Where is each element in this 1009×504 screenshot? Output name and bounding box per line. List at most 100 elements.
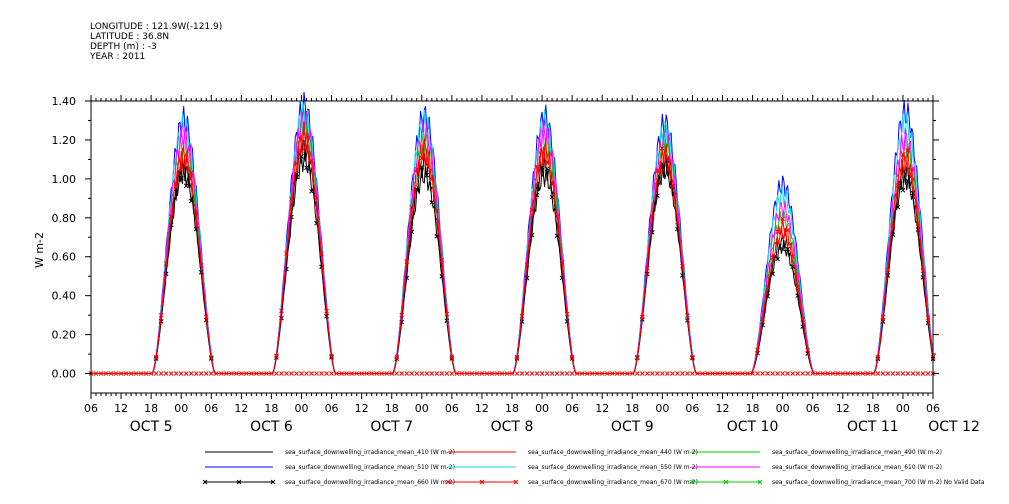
zero-marker: [695, 371, 700, 376]
series-marker-670: [910, 176, 916, 182]
legend-marker: [513, 479, 519, 485]
zero-marker: [399, 371, 405, 376]
zero-marker: [294, 371, 299, 376]
series-marker-660: [304, 165, 309, 171]
series-marker-660: [429, 199, 435, 205]
series-marker-660: [895, 204, 901, 210]
legend-entry: sea_surface_downwelling_irradiance_mean_…: [772, 464, 942, 471]
zero-marker: [133, 371, 139, 376]
zero-marker: [765, 371, 770, 376]
zero-marker: [158, 371, 164, 376]
series-marker-660: [519, 319, 525, 324]
zero-marker: [123, 371, 129, 376]
zero-marker: [855, 371, 861, 376]
zero-marker: [795, 371, 801, 376]
x-tick-label: 06: [926, 402, 940, 415]
zero-marker: [444, 371, 450, 376]
zero-marker: [254, 371, 259, 376]
zero-marker: [690, 371, 695, 376]
zero-marker: [895, 371, 901, 376]
x-tick-label: 06: [325, 402, 339, 415]
zero-marker: [890, 371, 896, 376]
zero-marker: [604, 371, 610, 376]
y-tick-label: 0.40: [52, 290, 77, 303]
series-marker-670: [785, 227, 791, 233]
series-marker-670: [800, 317, 806, 322]
zero-marker: [479, 371, 485, 376]
series-marker-660: [534, 192, 540, 198]
zero-marker: [489, 371, 495, 376]
zero-marker: [850, 371, 856, 376]
series-marker-660: [900, 187, 906, 193]
x-date-label: OCT 12: [928, 419, 980, 435]
zero-marker: [519, 371, 525, 376]
y-tick-label: 0.00: [52, 368, 77, 381]
series-marker-660: [539, 165, 545, 170]
series-marker-660: [925, 320, 931, 326]
series-marker-670: [890, 223, 896, 228]
zero-marker: [910, 371, 916, 376]
series-marker-670: [178, 166, 184, 172]
series-marker-670: [875, 354, 881, 360]
y-axis-label: W m-2: [33, 232, 46, 268]
series-marker-670: [639, 314, 645, 320]
zero-marker: [860, 371, 866, 376]
zero-marker: [138, 371, 144, 376]
x-tick-label: 06: [445, 402, 459, 415]
series-marker-670: [564, 311, 570, 317]
series-marker-670: [314, 195, 319, 201]
zero-marker: [629, 371, 635, 376]
zero-marker: [830, 371, 836, 376]
series-marker-670: [524, 262, 530, 267]
zero-marker: [614, 371, 620, 376]
zero-marker: [785, 371, 791, 376]
series-marker-670: [409, 204, 415, 210]
zero-marker: [469, 371, 475, 376]
series-marker-660: [279, 315, 284, 321]
series-marker-670: [554, 214, 560, 219]
zero-marker: [880, 371, 886, 376]
zero-marker: [329, 371, 334, 376]
series-marker-660: [414, 187, 420, 193]
series-marker-670: [444, 311, 450, 317]
legend-marker: [757, 479, 763, 485]
zero-marker: [449, 371, 455, 376]
x-tick-label: 06: [565, 402, 579, 415]
zero-marker: [624, 371, 630, 376]
series-marker-670: [795, 285, 801, 290]
zero-marker: [654, 371, 660, 376]
series-marker-670: [755, 347, 760, 353]
series-marker-670: [324, 308, 329, 314]
zero-marker: [670, 371, 675, 376]
zero-marker: [409, 371, 415, 376]
zero-marker: [810, 371, 816, 376]
zero-marker: [559, 371, 565, 376]
series-marker-670: [634, 354, 640, 360]
zero-marker: [198, 371, 204, 376]
x-tick-label: 12: [114, 402, 128, 415]
zero-marker: [459, 371, 465, 376]
chart-metadata: LONGITUDE : 121.9W(-121.9) LATITUDE : 36…: [90, 22, 222, 62]
x-tick-label: 06: [685, 402, 699, 415]
series-marker-670: [654, 168, 660, 174]
series-marker-670: [394, 354, 400, 360]
zero-marker: [579, 371, 585, 376]
zero-marker: [825, 371, 831, 376]
x-tick-label: 00: [174, 402, 188, 415]
legend-entry: sea_surface_downwelling_irradiance_mean_…: [285, 464, 455, 471]
zero-marker: [885, 371, 891, 376]
series-marker-670: [193, 209, 199, 215]
series-marker-670: [549, 182, 555, 187]
series-marker-670: [660, 145, 665, 151]
series-marker-670: [289, 196, 294, 202]
zero-marker: [720, 371, 725, 376]
zero-marker: [424, 371, 430, 376]
zero-marker: [925, 371, 931, 376]
series-marker-660: [775, 256, 780, 262]
zero-marker: [514, 371, 520, 376]
x-tick-label: 18: [264, 402, 278, 415]
zero-marker: [770, 371, 775, 376]
series-marker-670: [805, 347, 811, 353]
series-marker-660: [158, 319, 164, 324]
zero-marker: [800, 371, 806, 376]
